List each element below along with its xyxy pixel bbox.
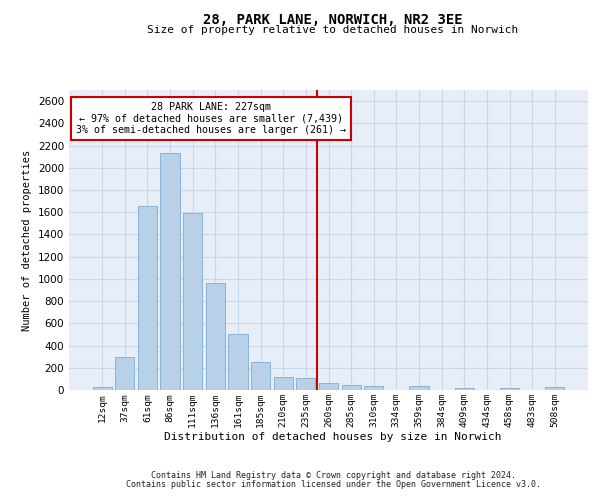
Bar [183,214,202,390]
Bar [206,284,225,390]
Bar [274,376,293,390]
Text: 28, PARK LANE, NORWICH, NR2 3EE: 28, PARK LANE, NORWICH, NR2 3EE [203,12,463,26]
Bar [229,334,248,390]
Bar [160,154,180,390]
Bar [409,386,428,390]
Bar [319,384,338,390]
Text: Contains HM Land Registry data © Crown copyright and database right 2024.: Contains HM Land Registry data © Crown c… [151,471,515,480]
Bar [251,362,270,390]
Text: Size of property relative to detached houses in Norwich: Size of property relative to detached ho… [148,25,518,35]
Bar [545,387,565,390]
Bar [500,388,519,390]
Text: Contains public sector information licensed under the Open Government Licence v3: Contains public sector information licen… [125,480,541,489]
Bar [296,378,316,390]
Bar [138,206,157,390]
Bar [341,385,361,390]
Bar [455,388,474,390]
Text: Distribution of detached houses by size in Norwich: Distribution of detached houses by size … [164,432,502,442]
Bar [364,386,383,390]
Text: 28 PARK LANE: 227sqm
← 97% of detached houses are smaller (7,439)
3% of semi-det: 28 PARK LANE: 227sqm ← 97% of detached h… [76,102,346,136]
Y-axis label: Number of detached properties: Number of detached properties [22,150,32,330]
Bar [92,387,112,390]
Bar [115,356,134,390]
